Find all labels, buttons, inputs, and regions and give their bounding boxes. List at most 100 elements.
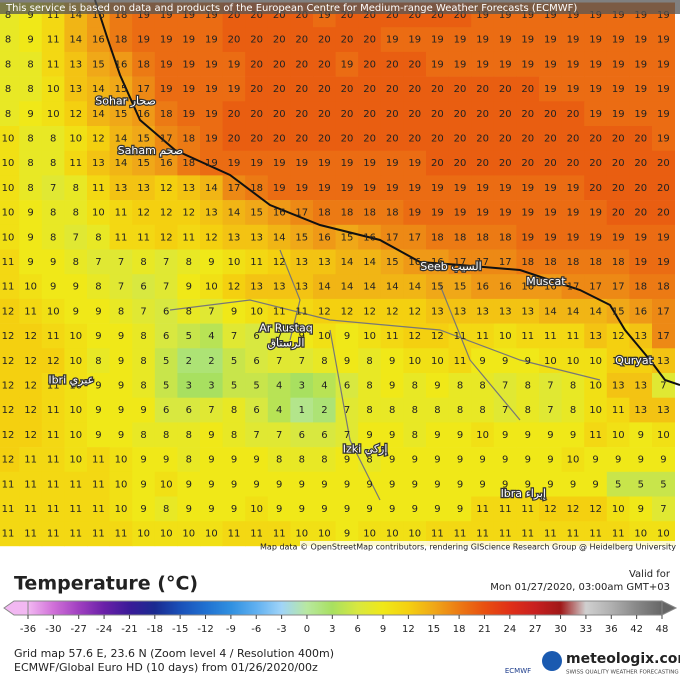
grid-value: 12 — [24, 331, 37, 342]
grid-value: 11 — [589, 430, 602, 441]
grid-cell — [132, 274, 156, 300]
grid-value: 20 — [408, 134, 421, 145]
grid-cell — [335, 298, 359, 324]
grid-cell — [154, 471, 178, 497]
grid-cell — [539, 249, 562, 275]
grid-value: 8 — [73, 208, 79, 219]
grid-cell — [652, 521, 675, 547]
grid-value: 9 — [231, 455, 237, 466]
grid-value: 20 — [250, 10, 263, 21]
grid-cell — [471, 348, 495, 374]
grid-value: 9 — [208, 455, 214, 466]
grid-value: 18 — [567, 257, 580, 268]
grid-cell — [245, 422, 269, 448]
place-label: Ibra إبراء — [501, 487, 546, 500]
grid-cell — [154, 101, 178, 127]
grid-cell — [584, 274, 608, 300]
grid-value: 14 — [363, 257, 376, 268]
grid-cell — [222, 27, 246, 53]
grid-value: 12 — [634, 356, 647, 367]
grid-value: 19 — [341, 59, 354, 70]
grid-value: 19 — [182, 109, 195, 120]
grid-value: 17 — [657, 306, 670, 317]
grid-cell — [64, 126, 88, 151]
grid-cell — [245, 348, 269, 374]
grid-cell — [493, 27, 517, 53]
grid-cell — [358, 373, 382, 398]
grid-cell — [132, 126, 156, 151]
attribution: Map data © OpenStreetMap contributors, r… — [260, 543, 676, 552]
grid-value: 19 — [318, 183, 331, 194]
grid-value: 14 — [92, 84, 105, 95]
grid-value: 10 — [318, 331, 331, 342]
grid-cell — [606, 373, 630, 398]
grid-cell — [403, 175, 427, 201]
grid-value: 9 — [95, 331, 101, 342]
grid-value: 8 — [27, 158, 33, 169]
grid-value: 18 — [476, 232, 489, 243]
grid-value: 11 — [2, 257, 15, 268]
grid-cell — [539, 27, 562, 53]
grid-value: 9 — [27, 232, 33, 243]
grid-cell — [629, 175, 653, 201]
grid-value: 19 — [182, 84, 195, 95]
grid-cell — [64, 27, 88, 53]
grid-value: 8 — [5, 10, 11, 21]
grid-value: 12 — [567, 504, 580, 515]
colorbar-tick-label: 33 — [580, 624, 593, 635]
grid-cell — [561, 447, 585, 473]
grid-cell — [245, 447, 269, 473]
grid-value: 13 — [634, 381, 647, 392]
grid-value: 19 — [499, 35, 512, 46]
grid-cell — [109, 496, 133, 522]
colorbar-tick-label: -3 — [277, 624, 287, 635]
grid-cell — [358, 27, 382, 53]
grid-cell — [109, 249, 133, 275]
grid-value: 19 — [567, 10, 580, 21]
grid-cell — [471, 447, 495, 473]
grid-cell — [19, 175, 43, 201]
grid-cell — [471, 76, 495, 102]
grid-cell — [358, 175, 382, 201]
grid-cell — [539, 496, 562, 522]
grid-value: 19 — [567, 59, 580, 70]
grid-value: 10 — [250, 306, 263, 317]
grid-value: 9 — [389, 479, 395, 490]
grid-value: 20 — [408, 10, 421, 21]
grid-value: 9 — [95, 306, 101, 317]
grid-value: 19 — [634, 109, 647, 120]
grid-cell — [516, 200, 540, 226]
grid-value: 20 — [567, 109, 580, 120]
grid-value: 20 — [454, 109, 467, 120]
colorbar-tick-label: 30 — [554, 624, 567, 635]
grid-value: 7 — [208, 405, 214, 416]
grid-cell — [64, 200, 88, 226]
grid-value: 3 — [208, 381, 214, 392]
grid-value: 7 — [73, 232, 79, 243]
grid-value: 11 — [250, 257, 263, 268]
grid-value: 17 — [657, 331, 670, 342]
grid-value: 12 — [273, 257, 286, 268]
grid-value: 20 — [295, 109, 308, 120]
grid-value: 20 — [273, 84, 286, 95]
grid-value: 5 — [660, 479, 666, 490]
grid-cell — [403, 101, 427, 127]
colorbar: -36 -30 -27 -24 -21 -18 -15 -12 -9 -6 -3 0 3 6 9 12 15 18… — [3, 600, 678, 635]
legend-title: Temperature (°C) — [14, 573, 198, 595]
grid-value: 9 — [592, 479, 598, 490]
grid-cell — [448, 348, 472, 374]
grid-cell — [290, 101, 314, 127]
grid-value: 9 — [570, 479, 576, 490]
grid-cell — [313, 51, 336, 77]
grid-cell — [177, 298, 201, 324]
grid-value: 11 — [499, 529, 512, 540]
grid-cell — [380, 76, 404, 102]
grid-cell — [358, 249, 382, 275]
grid-cell — [606, 521, 630, 547]
grid-cell — [177, 447, 201, 473]
grid-value: 11 — [589, 529, 602, 540]
grid-value: 19 — [612, 10, 625, 21]
grid-cell — [154, 274, 178, 300]
grid-value: 9 — [118, 356, 124, 367]
grid-cell — [448, 521, 472, 547]
